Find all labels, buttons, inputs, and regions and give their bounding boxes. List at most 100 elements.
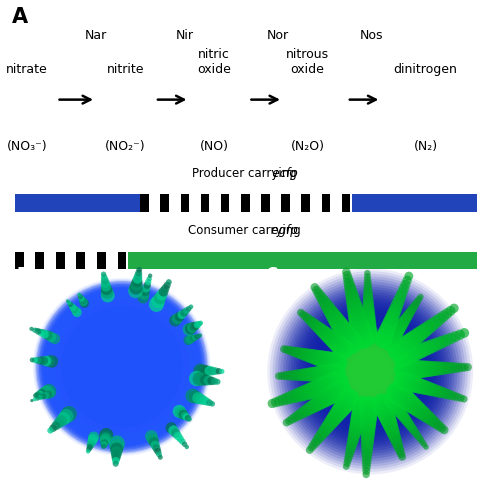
Circle shape	[277, 394, 289, 406]
Circle shape	[437, 424, 446, 432]
Text: Consumer carrying: Consumer carrying	[188, 224, 304, 237]
Circle shape	[381, 335, 398, 351]
Circle shape	[336, 337, 405, 406]
Circle shape	[372, 394, 392, 414]
Text: egfp: egfp	[194, 224, 298, 237]
Circle shape	[349, 311, 368, 330]
Circle shape	[196, 321, 202, 327]
Circle shape	[86, 447, 92, 452]
Circle shape	[414, 298, 421, 306]
Circle shape	[449, 362, 460, 373]
Circle shape	[313, 377, 333, 397]
Circle shape	[353, 355, 387, 388]
Circle shape	[385, 395, 400, 409]
Circle shape	[404, 272, 413, 280]
Circle shape	[182, 441, 187, 447]
Circle shape	[429, 417, 440, 428]
Circle shape	[185, 389, 200, 403]
Circle shape	[105, 350, 139, 384]
Bar	[221, 194, 229, 212]
Circle shape	[426, 339, 440, 353]
Circle shape	[194, 334, 200, 339]
Circle shape	[422, 382, 436, 396]
Circle shape	[400, 279, 410, 289]
Circle shape	[292, 347, 304, 358]
Circle shape	[312, 313, 429, 430]
Circle shape	[178, 310, 186, 319]
Circle shape	[420, 361, 436, 377]
Circle shape	[57, 412, 70, 426]
Circle shape	[380, 319, 396, 335]
Circle shape	[69, 314, 175, 420]
Circle shape	[395, 389, 415, 409]
Circle shape	[53, 418, 63, 429]
Circle shape	[193, 364, 207, 377]
Text: Nir: Nir	[176, 29, 193, 42]
Circle shape	[280, 371, 289, 380]
Circle shape	[72, 308, 82, 317]
Circle shape	[460, 363, 469, 371]
Bar	[352, 194, 477, 212]
Circle shape	[362, 310, 375, 324]
Circle shape	[391, 324, 404, 338]
Circle shape	[363, 471, 370, 478]
Circle shape	[194, 321, 201, 329]
Circle shape	[179, 410, 188, 420]
Circle shape	[411, 378, 427, 394]
Circle shape	[30, 358, 34, 363]
Circle shape	[308, 367, 323, 382]
Circle shape	[280, 281, 460, 461]
Circle shape	[360, 400, 378, 419]
Circle shape	[311, 320, 323, 332]
Circle shape	[321, 301, 335, 314]
Text: dinitrogen: dinitrogen	[394, 63, 458, 76]
Circle shape	[46, 355, 58, 368]
Circle shape	[186, 306, 191, 311]
Circle shape	[111, 446, 122, 458]
Circle shape	[306, 446, 313, 454]
Circle shape	[59, 409, 74, 424]
Circle shape	[285, 417, 294, 425]
Circle shape	[180, 309, 188, 317]
Circle shape	[347, 431, 360, 443]
Bar	[201, 194, 209, 212]
Circle shape	[192, 392, 204, 404]
Circle shape	[288, 370, 299, 381]
Circle shape	[390, 400, 403, 413]
Circle shape	[307, 308, 434, 435]
Circle shape	[315, 323, 328, 337]
Text: nitrous
oxide: nitrous oxide	[286, 48, 329, 76]
Circle shape	[101, 274, 107, 280]
Circle shape	[293, 410, 303, 421]
Circle shape	[101, 277, 109, 284]
Circle shape	[319, 327, 333, 341]
Circle shape	[405, 360, 424, 379]
Circle shape	[464, 363, 472, 371]
Circle shape	[311, 437, 321, 447]
Circle shape	[145, 279, 152, 285]
Circle shape	[101, 281, 111, 291]
Circle shape	[66, 299, 69, 303]
Circle shape	[387, 328, 402, 343]
Circle shape	[455, 330, 465, 340]
Circle shape	[364, 279, 372, 287]
Circle shape	[338, 329, 360, 351]
Circle shape	[350, 321, 371, 341]
Bar	[15, 252, 24, 270]
Circle shape	[154, 448, 161, 455]
Circle shape	[51, 421, 60, 430]
Circle shape	[361, 326, 377, 342]
Circle shape	[323, 385, 341, 404]
Circle shape	[326, 308, 342, 324]
Circle shape	[43, 330, 50, 338]
Circle shape	[100, 437, 109, 446]
Circle shape	[205, 366, 215, 376]
Circle shape	[440, 426, 449, 434]
Circle shape	[319, 351, 338, 370]
Circle shape	[282, 345, 291, 354]
Bar	[302, 194, 310, 212]
Circle shape	[295, 347, 307, 359]
Circle shape	[391, 300, 403, 312]
Text: 1000 µm: 1000 µm	[180, 461, 201, 466]
Circle shape	[309, 318, 320, 330]
